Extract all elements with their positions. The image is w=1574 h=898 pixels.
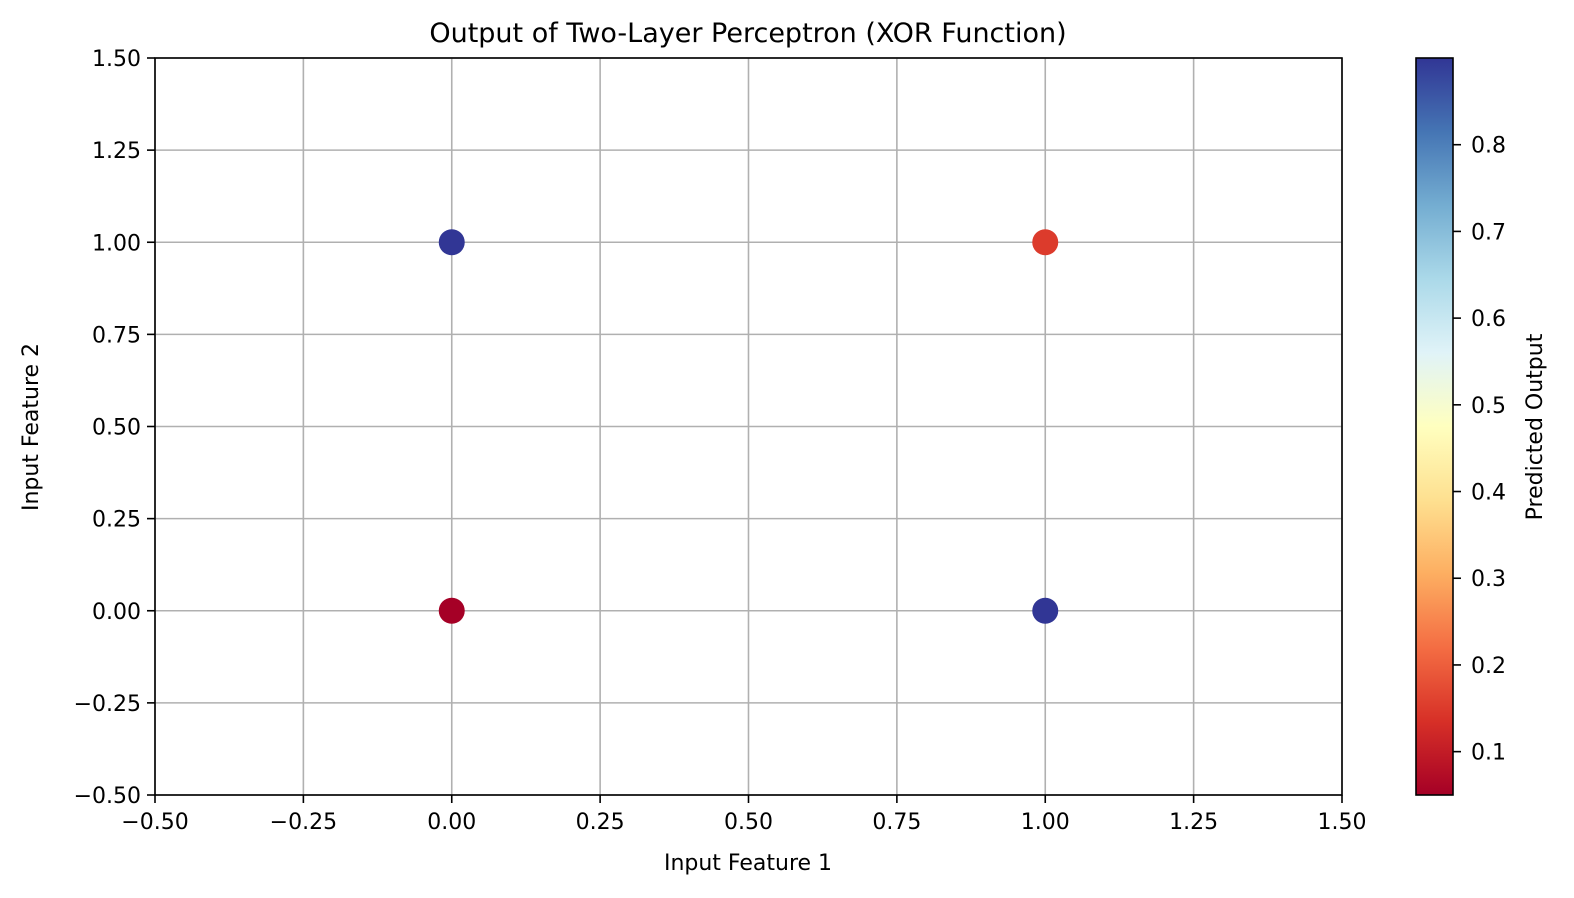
y-tick-label: 0.25 <box>92 508 141 533</box>
x-tick-label: 1.25 <box>1169 810 1218 835</box>
data-points <box>438 229 1059 624</box>
colorbar-tick-label: 0.2 <box>1471 654 1506 679</box>
colorbar-tick-label: 0.7 <box>1471 220 1506 245</box>
y-tick-label: −0.25 <box>74 692 141 717</box>
colorbar-tick-label: 0.3 <box>1471 567 1506 592</box>
x-tick-label: 0.00 <box>427 810 476 835</box>
chart-title: Output of Two-Layer Perceptron (XOR Func… <box>429 18 1066 49</box>
x-tick-label: 1.00 <box>1021 810 1070 835</box>
y-tick-label: 0.75 <box>92 323 141 348</box>
colorbar <box>1415 57 1454 796</box>
y-tick-label: 1.50 <box>92 47 141 72</box>
x-axis-label: Input Feature 1 <box>664 851 832 876</box>
x-tick-label: −0.25 <box>270 810 337 835</box>
colorbar-tick-label: 0.8 <box>1471 134 1506 159</box>
y-axis-label: Input Feature 2 <box>19 343 44 511</box>
x-tick-label: −0.50 <box>121 810 188 835</box>
colorbar-tick-label: 0.6 <box>1471 307 1506 332</box>
axis-ticks: −0.50 −0.25 0.00 0.25 0.50 0.75 1.00 1.25 1.50 −0… <box>74 47 1367 835</box>
grid-lines <box>154 57 1343 796</box>
x-tick-label: 0.50 <box>724 810 773 835</box>
x-tick-label: 0.75 <box>872 810 921 835</box>
x-tick-label: 1.50 <box>1318 810 1367 835</box>
colorbar-tick-label: 0.4 <box>1471 481 1506 506</box>
colorbar-tick-label: 0.5 <box>1471 394 1506 419</box>
scatter-point <box>438 229 465 256</box>
scatter-point <box>438 597 465 624</box>
colorbar-tick-label: 0.1 <box>1471 741 1506 766</box>
scatter-point <box>1032 229 1059 256</box>
y-tick-label: 1.25 <box>92 139 141 164</box>
scatter-point <box>1032 597 1059 624</box>
y-tick-label: 0.00 <box>92 600 141 625</box>
x-tick-label: 0.25 <box>576 810 625 835</box>
colorbar-ticks: 0.1 0.2 0.3 0.4 0.5 0.6 0.7 0.8 <box>1453 134 1506 766</box>
colorbar-label: Predicted Output <box>1523 333 1548 520</box>
y-tick-label: −0.50 <box>74 784 141 809</box>
y-tick-label: 1.00 <box>92 231 141 256</box>
y-tick-label: 0.50 <box>92 416 141 441</box>
